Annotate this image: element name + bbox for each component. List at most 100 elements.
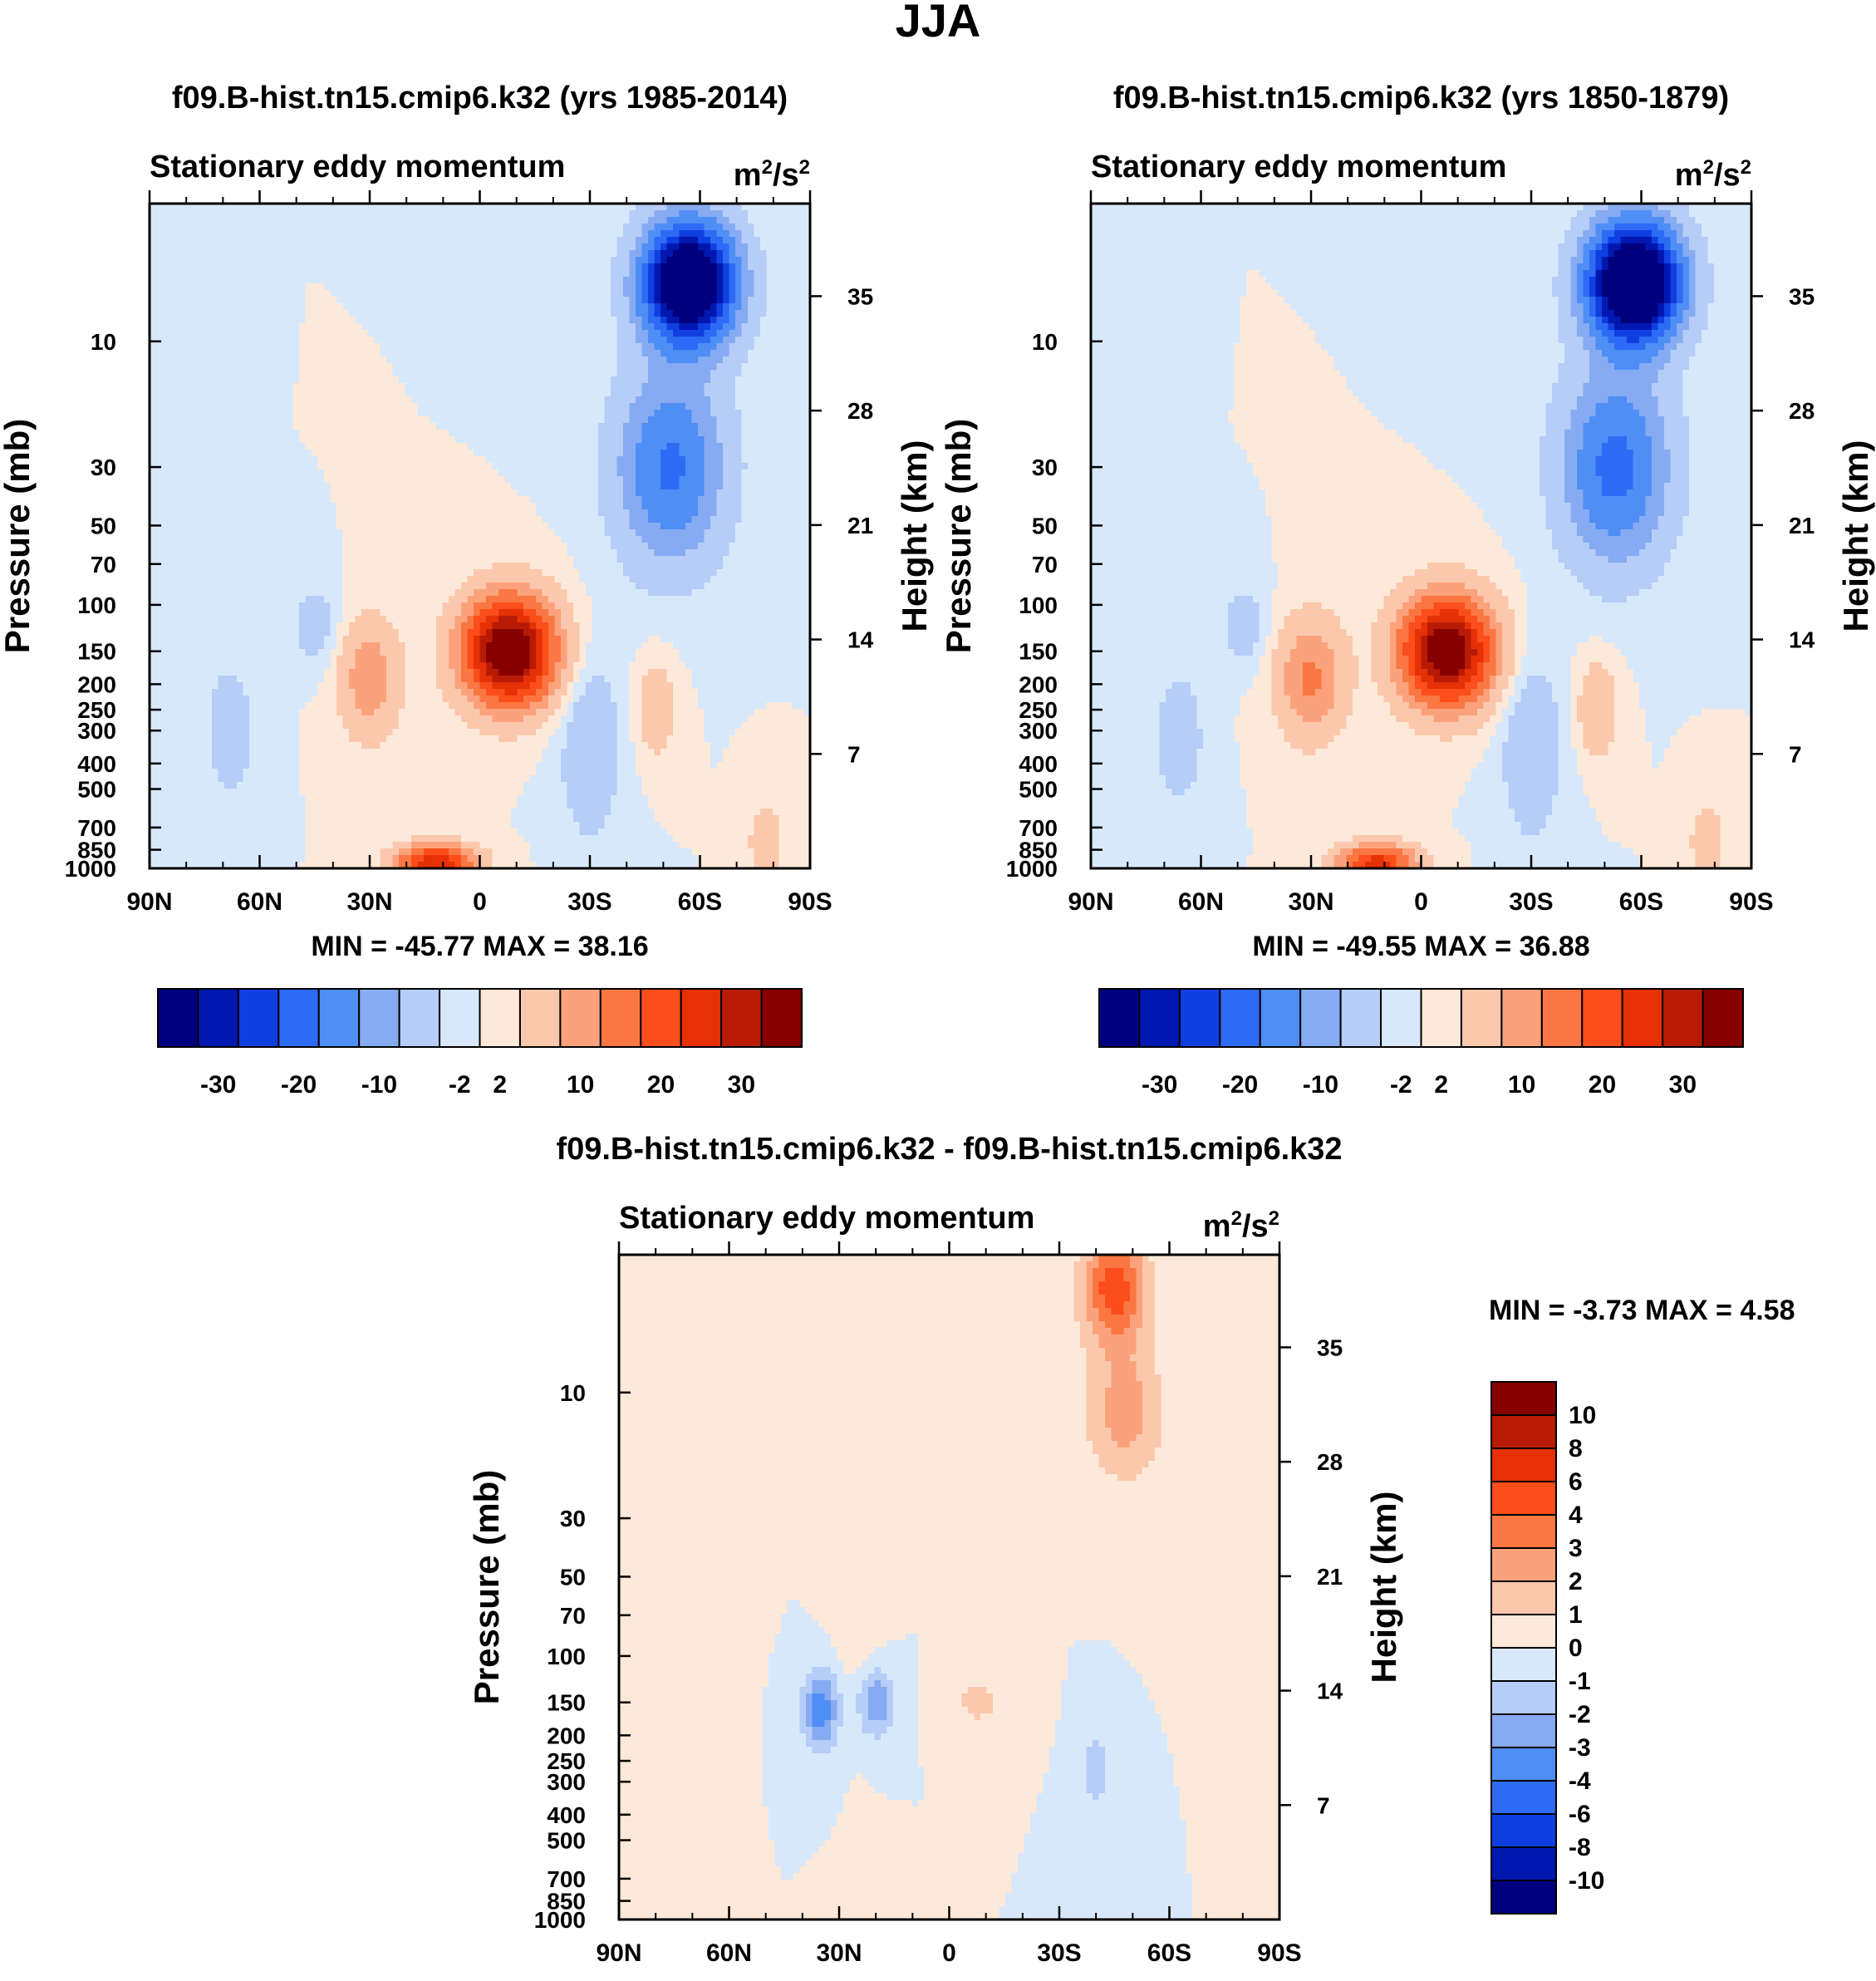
field-cell <box>685 243 693 251</box>
field-cell <box>498 356 506 364</box>
field-cell <box>305 469 312 477</box>
field-cell <box>479 224 487 231</box>
field-cell <box>685 376 693 384</box>
field-cell <box>673 496 680 504</box>
field-cell <box>299 489 307 497</box>
field-cell <box>623 390 631 397</box>
field-cell <box>155 243 163 251</box>
field-cell <box>274 416 282 424</box>
field-cell <box>778 423 786 430</box>
field-cell <box>367 303 375 311</box>
field-cell <box>616 496 624 504</box>
field-cell <box>399 423 406 430</box>
field-cell <box>193 270 200 278</box>
field-cell <box>324 370 331 377</box>
field-cell <box>716 257 724 264</box>
field-cell <box>474 456 481 464</box>
field-cell <box>573 283 581 291</box>
field-cell <box>748 217 755 224</box>
field-cell <box>374 297 381 304</box>
field-cell <box>542 317 549 324</box>
field-cell <box>685 383 693 391</box>
field-cell <box>798 303 805 311</box>
field-cell <box>673 204 680 211</box>
field-cell <box>573 410 581 417</box>
field-cell <box>317 224 325 231</box>
field-cell <box>292 436 300 444</box>
field-cell <box>349 376 356 384</box>
field-cell <box>554 443 562 450</box>
field-cell <box>698 210 705 218</box>
field-cell <box>411 337 419 344</box>
field-cell <box>685 290 693 297</box>
field-cell <box>280 463 287 470</box>
field-cell <box>511 303 518 311</box>
field-cell <box>579 390 587 397</box>
field-cell <box>641 277 649 284</box>
field-cell <box>442 290 449 297</box>
field-cell <box>474 443 481 450</box>
field-cell <box>424 263 431 271</box>
field-cell <box>474 310 481 317</box>
field-cell <box>723 443 730 450</box>
field-cell <box>324 376 331 384</box>
field-cell <box>511 290 518 297</box>
field-cell <box>704 476 711 484</box>
field-cell <box>386 217 394 224</box>
field-cell <box>355 463 362 470</box>
field-cell <box>623 224 631 231</box>
field-cell <box>243 257 250 264</box>
field-cell <box>504 303 512 311</box>
field-cell <box>592 337 599 344</box>
field-cell <box>193 317 200 324</box>
field-cell <box>474 330 481 337</box>
field-cell <box>729 443 736 450</box>
field-cell <box>193 363 200 371</box>
field-cell <box>766 204 773 211</box>
field-cell <box>430 383 437 391</box>
field-cell <box>417 283 425 291</box>
field-cell <box>411 410 419 417</box>
field-cell <box>150 496 157 504</box>
field-cell <box>374 416 381 424</box>
field-cell <box>492 270 499 278</box>
field-cell <box>529 310 537 317</box>
field-cell <box>616 383 624 391</box>
field-cell <box>641 257 649 264</box>
field-cell <box>150 516 157 524</box>
field-cell <box>324 390 331 397</box>
field-cell <box>243 370 250 377</box>
field-cell <box>417 509 425 517</box>
field-cell <box>199 370 207 377</box>
field-cell <box>773 310 780 317</box>
field-cell <box>449 210 456 218</box>
field-cell <box>299 323 307 331</box>
field-cell <box>773 230 780 238</box>
field-cell <box>449 410 456 417</box>
field-cell <box>741 363 749 371</box>
field-cell <box>723 496 730 504</box>
field-cell <box>479 403 487 410</box>
field-cell <box>791 450 798 457</box>
field-cell <box>791 403 798 410</box>
field-cell <box>517 257 524 264</box>
field-cell <box>249 250 257 258</box>
field-cell <box>361 423 369 430</box>
field-cell <box>573 443 581 450</box>
field-cell <box>305 337 312 344</box>
field-cell <box>174 456 182 464</box>
field-cell <box>567 250 574 258</box>
field-cell <box>312 469 319 477</box>
field-cell <box>561 476 568 484</box>
field-cell <box>218 376 225 384</box>
field-cell <box>685 263 693 271</box>
field-cell <box>492 489 499 497</box>
field-cell <box>243 310 250 317</box>
field-cell <box>287 343 294 351</box>
field-cell <box>529 496 537 504</box>
field-cell <box>536 396 543 404</box>
field-cell <box>374 350 381 357</box>
field-cell <box>492 390 499 397</box>
field-cell <box>529 210 537 218</box>
field-cell <box>187 376 194 384</box>
